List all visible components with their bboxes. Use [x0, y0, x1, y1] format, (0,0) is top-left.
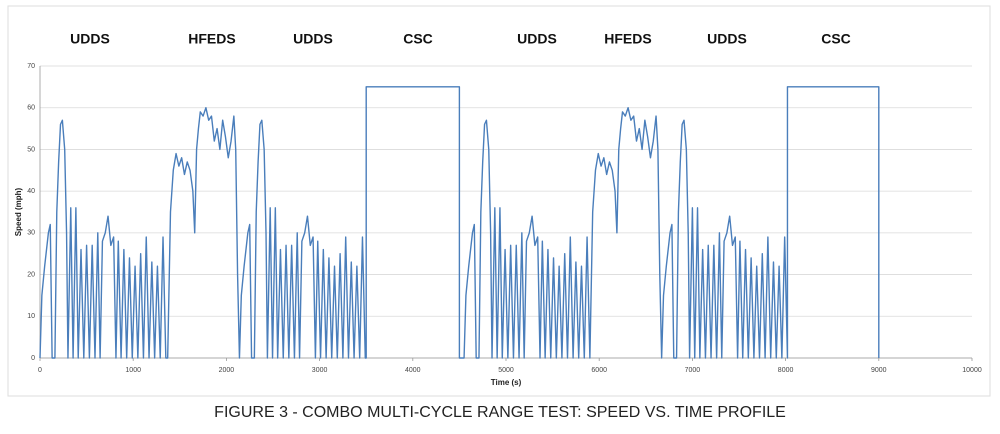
x-tick-label: 9000 — [871, 367, 887, 374]
speed-line — [39, 86, 880, 359]
segment-label: UDDS — [293, 31, 333, 47]
y-tick-label: 20 — [27, 271, 35, 278]
x-tick-label: 3000 — [312, 367, 328, 374]
segment-label: UDDS — [707, 31, 747, 47]
x-tick-label: 2000 — [219, 367, 235, 374]
y-tick-label: 60 — [27, 105, 35, 112]
y-tick-label: 40 — [27, 188, 35, 195]
x-tick-label: 8000 — [778, 367, 794, 374]
chart-frame — [7, 5, 991, 397]
segment-label: UDDS — [70, 31, 110, 47]
y-tick-label: 0 — [31, 355, 35, 362]
segment-label: HFEDS — [188, 31, 235, 47]
x-axis-label: Time (s) — [491, 378, 522, 387]
y-axis-label: Speed (mph) — [14, 187, 23, 236]
x-tick-label: 6000 — [591, 367, 607, 374]
segment-label: UDDS — [517, 31, 557, 47]
segment-label: HFEDS — [604, 31, 651, 47]
x-tick-label: 10000 — [962, 367, 982, 374]
y-tick-label: 50 — [27, 146, 35, 153]
x-tick-label: 1000 — [125, 367, 141, 374]
x-tick-label: 5000 — [498, 367, 514, 374]
figure-caption: FIGURE 3 - COMBO MULTI-CYCLE RANGE TEST:… — [214, 404, 786, 421]
segment-label: CSC — [403, 31, 433, 47]
x-tick-label: 0 — [38, 367, 42, 374]
segment-label: CSC — [821, 31, 851, 47]
x-tick-label: 4000 — [405, 367, 421, 374]
x-tick-label: 7000 — [685, 367, 701, 374]
y-tick-label: 30 — [27, 230, 35, 237]
y-tick-label: 10 — [27, 313, 35, 320]
y-tick-label: 70 — [27, 63, 35, 70]
